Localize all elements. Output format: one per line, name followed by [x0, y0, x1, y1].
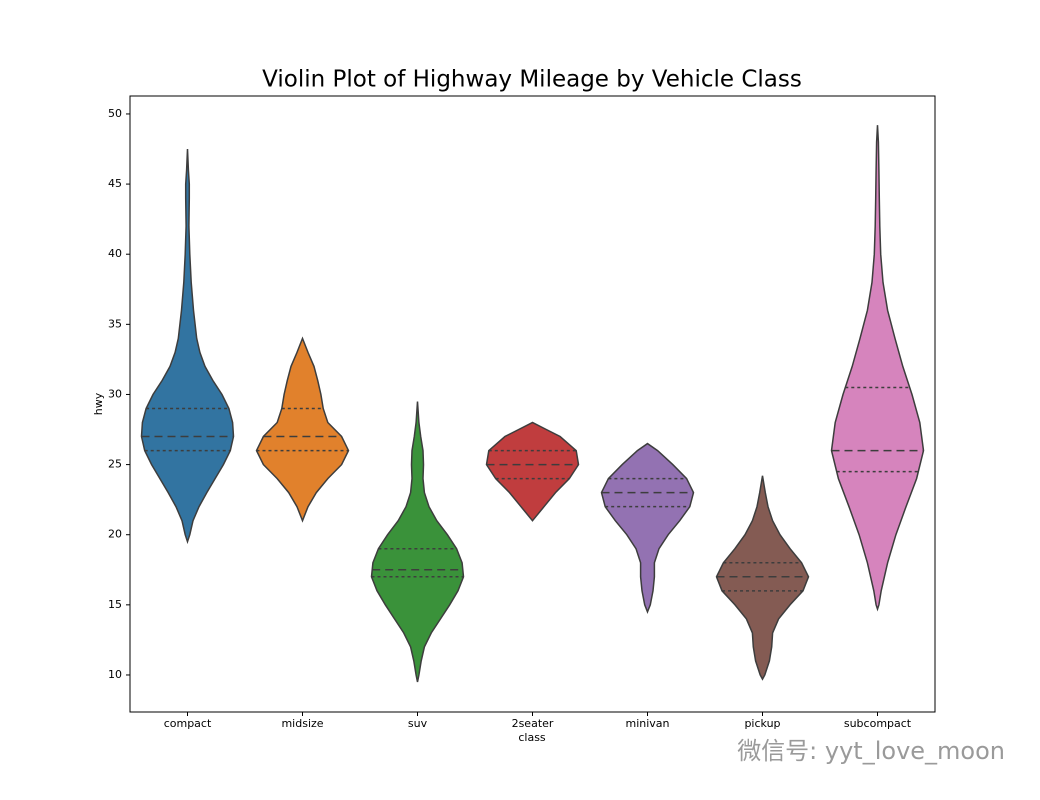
x-tick-label: subcompact [844, 717, 912, 730]
y-tick-label: 40 [108, 247, 122, 260]
x-tick-label: 2seater [512, 717, 554, 730]
x-tick-label: suv [408, 717, 428, 730]
violin [600, 442, 695, 614]
x-tick-label: compact [164, 717, 212, 730]
y-tick-label: 35 [108, 317, 122, 330]
y-tick-label: 50 [108, 107, 122, 120]
plot-frame [129, 95, 936, 713]
watermark: 微信号: yyt_love_moon [737, 737, 1005, 765]
y-tick-label: 25 [108, 458, 122, 471]
x-tick-label: minivan [625, 717, 669, 730]
y-tick-label: 15 [108, 598, 122, 611]
y-tick-label: 20 [108, 528, 122, 541]
violin [485, 421, 580, 522]
chart-title: Violin Plot of Highway Mileage by Vehicl… [262, 67, 802, 93]
y-tick-label: 45 [108, 177, 122, 190]
x-tick-label: pickup [744, 717, 780, 730]
violin [370, 401, 465, 683]
violin [255, 336, 350, 523]
violin [830, 125, 925, 612]
y-tick-label: 10 [108, 668, 122, 681]
y-axis-label: hwy [92, 392, 105, 415]
x-tick-label: midsize [281, 717, 323, 730]
violin [140, 148, 235, 545]
x-axis-label: class [518, 731, 546, 744]
y-tick-label: 30 [108, 387, 122, 400]
